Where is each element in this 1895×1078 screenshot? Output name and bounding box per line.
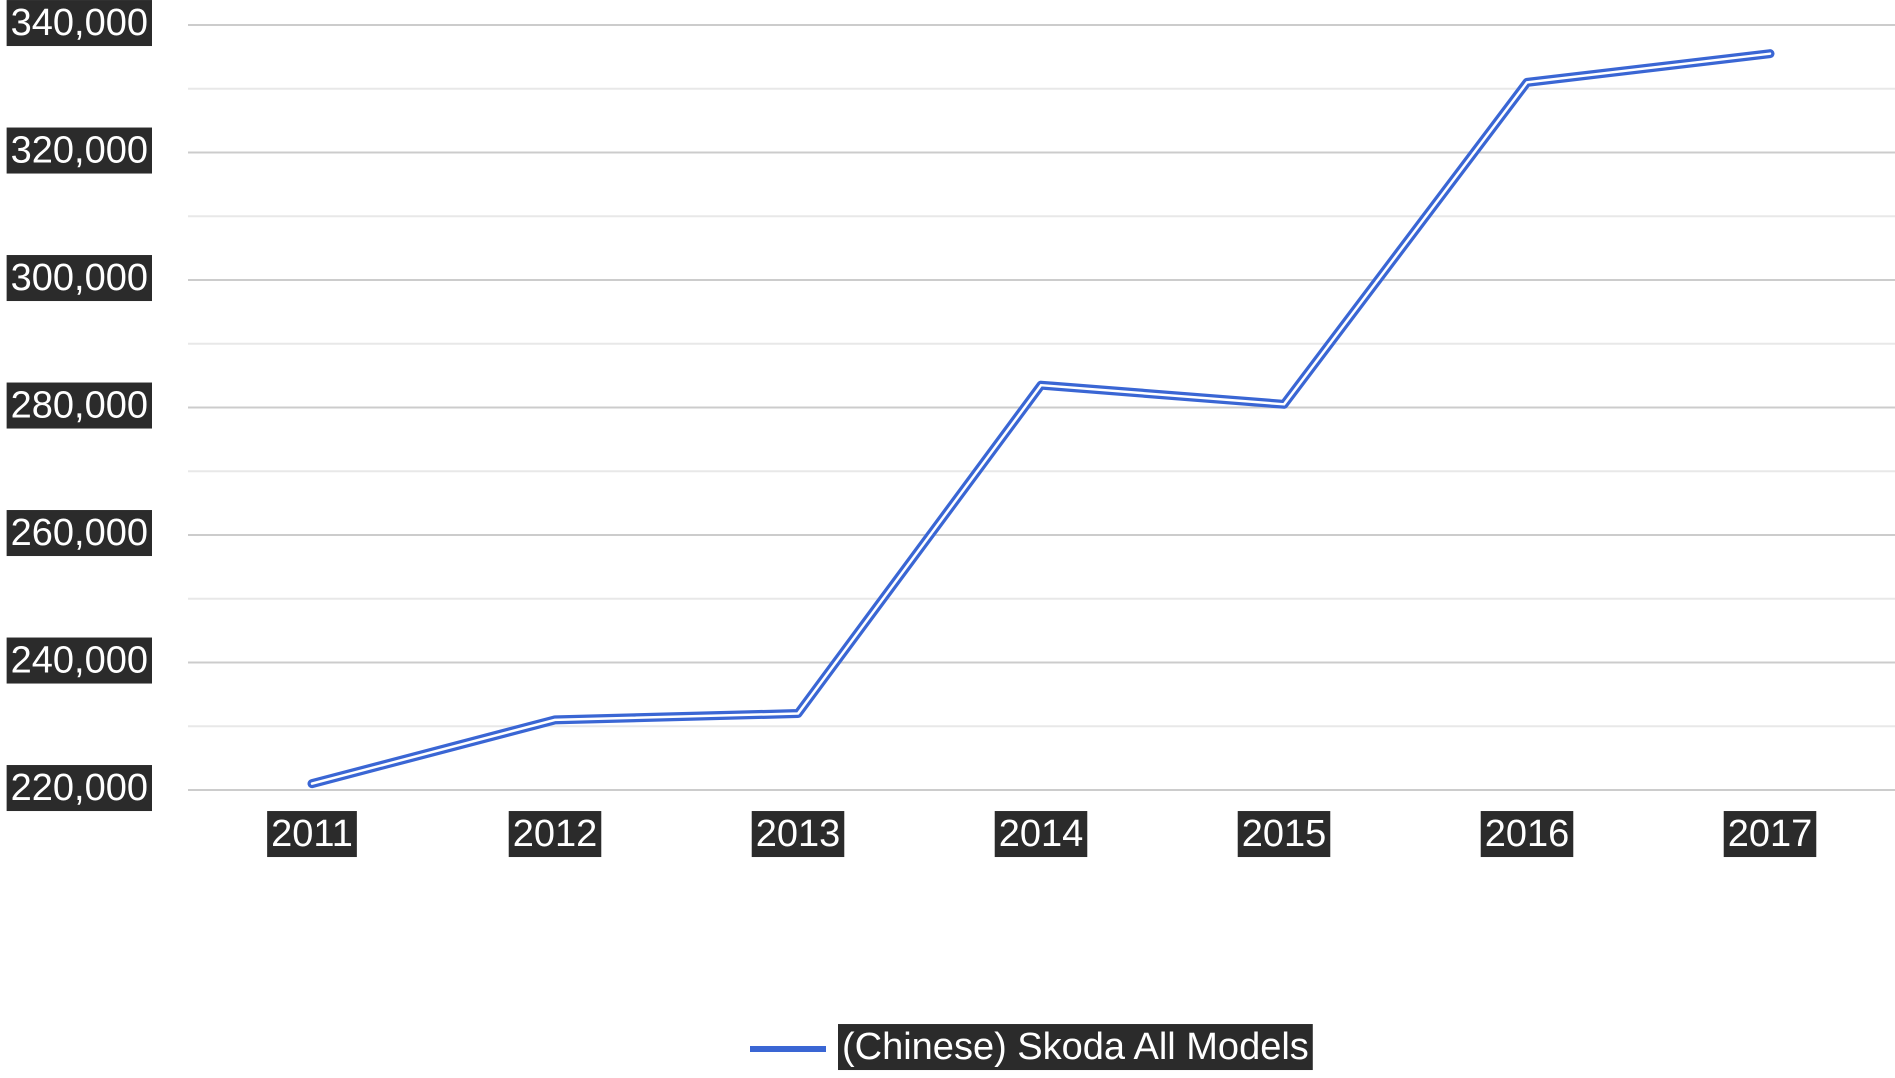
legend-label-text: (Chinese) Skoda All Models	[842, 1026, 1309, 1068]
x-tick-label: 2014	[995, 811, 1088, 857]
series-line	[312, 54, 1770, 784]
y-tick-label: 280,000	[7, 383, 152, 429]
x-tick-label-text: 2011	[271, 813, 353, 855]
y-tick-label-text: 240,000	[11, 640, 148, 682]
x-tick-label: 2013	[752, 811, 845, 857]
y-tick-label: 240,000	[7, 638, 152, 684]
y-axis-tick-labels: 340,000 320,000 300,000 280,000 260,000 240,0…	[7, 0, 152, 811]
x-tick-label-text: 2016	[1485, 813, 1570, 855]
x-tick-label-text: 2015	[1242, 813, 1327, 855]
y-tick-label-text: 220,000	[11, 767, 148, 809]
x-tick-label: 2011	[267, 811, 357, 857]
x-tick-label: 2012	[509, 811, 602, 857]
x-tick-label: 2016	[1481, 811, 1574, 857]
y-tick-label-text: 280,000	[11, 385, 148, 427]
y-tick-label: 220,000	[7, 765, 152, 811]
x-tick-label: 2015	[1238, 811, 1331, 857]
x-tick-label-text: 2013	[756, 813, 841, 855]
y-tick-label-text: 300,000	[11, 257, 148, 299]
x-tick-label-text: 2014	[999, 813, 1084, 855]
y-tick-label: 320,000	[7, 128, 152, 174]
x-tick-label-text: 2017	[1728, 813, 1813, 855]
y-tick-label: 300,000	[7, 255, 152, 301]
x-tick-label-text: 2012	[513, 813, 598, 855]
x-axis-tick-labels: 2011 2012 2013 2014 2015 2016 2017	[267, 811, 1816, 857]
y-tick-label: 340,000	[7, 0, 152, 46]
y-tick-label-text: 260,000	[11, 512, 148, 554]
y-tick-label-text: 340,000	[11, 2, 148, 44]
y-tick-label: 260,000	[7, 510, 152, 556]
grid-lines	[188, 25, 1895, 790]
x-tick-label: 2017	[1724, 811, 1817, 857]
y-tick-label-text: 320,000	[11, 130, 148, 172]
series-line-highlight	[312, 54, 1770, 784]
series-lines	[312, 54, 1770, 784]
legend: (Chinese) Skoda All Models	[750, 1024, 1313, 1070]
legend-label: (Chinese) Skoda All Models	[838, 1024, 1313, 1070]
